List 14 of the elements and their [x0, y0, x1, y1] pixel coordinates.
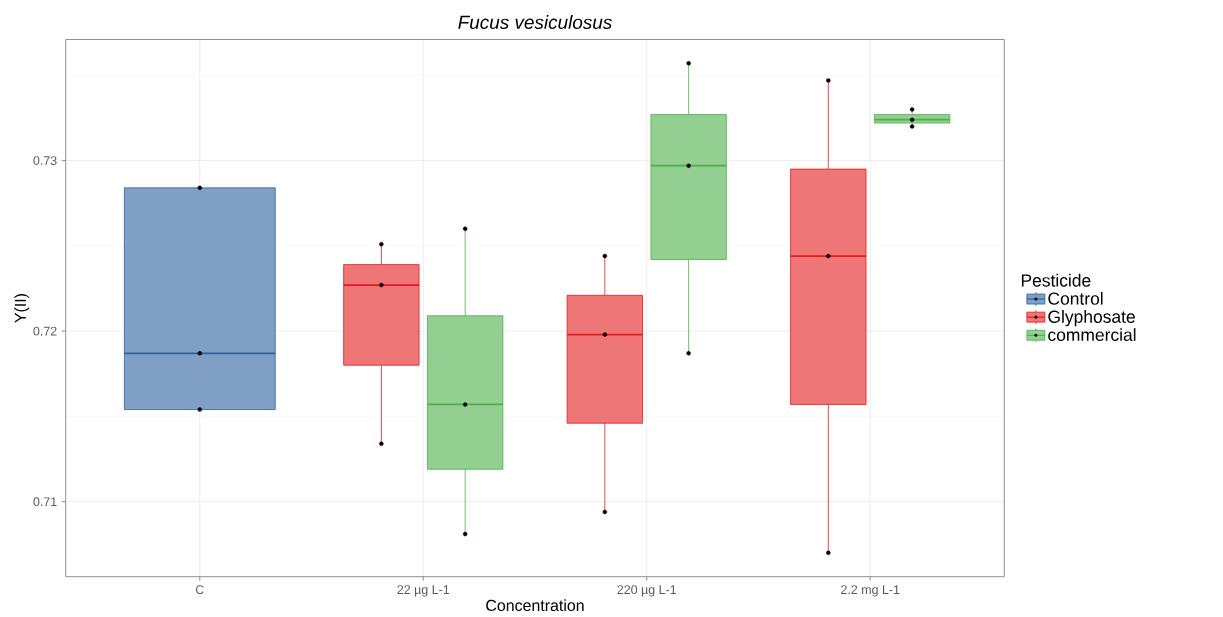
legend-label: Glyphosate	[1048, 310, 1135, 327]
chart-title: Fucus vesiculosus	[458, 15, 612, 29]
x-tick-label: 2.2 mg L-1	[841, 585, 900, 597]
legend-label: commercial	[1048, 328, 1136, 342]
y-tick-label: 0.72	[33, 326, 57, 336]
x-tick-label: 220 µg L-1	[617, 585, 677, 597]
legend-label: Control	[1048, 291, 1103, 305]
x-tick-label: 22 µg L-1	[397, 585, 450, 597]
y-tick-label: 0.73	[33, 156, 57, 165]
x-axis-title: Concentration	[486, 599, 584, 612]
y-tick-label: 0.71	[33, 497, 57, 507]
y-axis-title: Y(II)	[14, 294, 30, 323]
x-tick-label: C	[195, 585, 204, 595]
legend-title: Pesticide	[1021, 273, 1091, 287]
